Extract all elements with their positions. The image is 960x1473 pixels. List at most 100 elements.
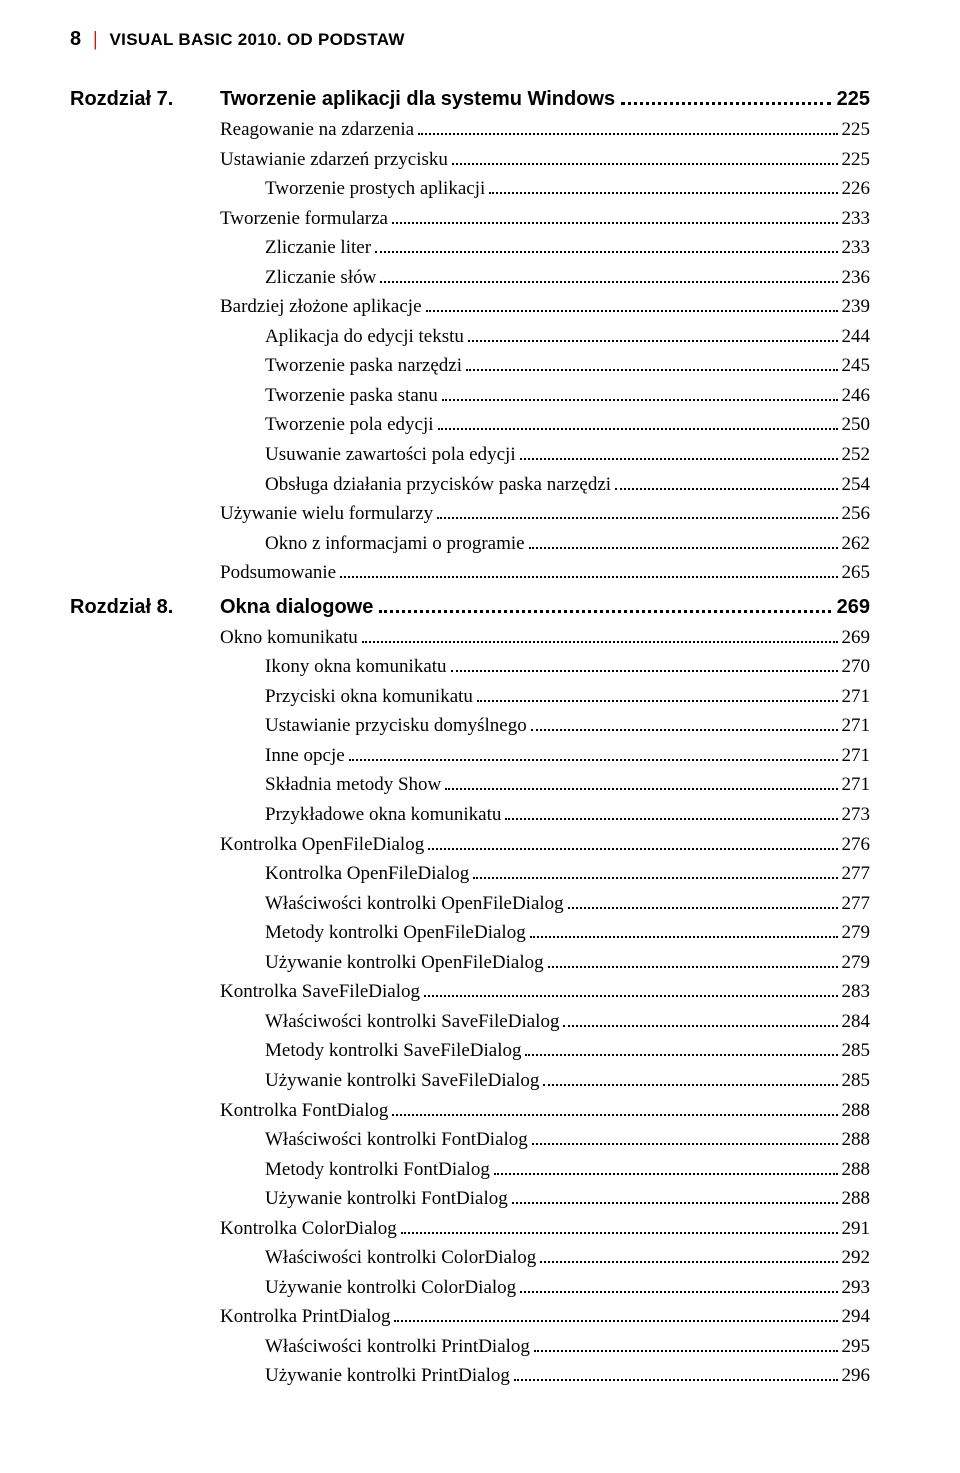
toc-entry-page: 292 <box>842 1244 871 1272</box>
chapter-title: Okna dialogowe <box>220 593 373 622</box>
toc-entry: Zliczanie liter233 <box>265 234 870 262</box>
toc-entry-page: 233 <box>842 205 871 233</box>
toc-entry-page: 246 <box>842 382 871 410</box>
toc-entry-text: Ustawianie zdarzeń przycisku <box>220 146 448 174</box>
toc-entry-text: Kontrolka OpenFileDialog <box>265 860 469 888</box>
toc-entry-page: 273 <box>842 801 871 829</box>
toc-entry-page: 288 <box>842 1126 871 1154</box>
leader-dots <box>451 655 838 672</box>
toc-entry: Przykładowe okna komunikatu 273 <box>265 801 870 829</box>
toc-entry-page: 279 <box>842 949 871 977</box>
toc-entry-text: Używanie kontrolki PrintDialog <box>265 1362 510 1390</box>
header-separator-icon: | <box>91 28 99 51</box>
toc-entry: Metody kontrolki OpenFileDialog279 <box>265 919 870 947</box>
toc-entry-text: Przykładowe okna komunikatu <box>265 801 501 829</box>
leader-dots <box>543 1069 837 1086</box>
leader-dots <box>505 803 837 820</box>
leader-dots <box>452 147 838 164</box>
toc-entry-text: Ikony okna komunikatu <box>265 653 447 681</box>
toc-entry: Właściwości kontrolki FontDialog 288 <box>265 1126 870 1154</box>
toc-entry: Właściwości kontrolki PrintDialog295 <box>265 1333 870 1361</box>
leader-dots <box>615 472 837 489</box>
book-title: VISUAL BASIC 2010. OD PODSTAW <box>110 30 405 50</box>
toc-entry-text: Używanie kontrolki SaveFileDialog <box>265 1067 539 1095</box>
toc-entry: Właściwości kontrolki OpenFileDialog277 <box>265 890 870 918</box>
leader-dots <box>466 354 837 371</box>
toc-entry-text: Tworzenie pola edycji <box>265 411 434 439</box>
toc-entry: Właściwości kontrolki SaveFileDialog 284 <box>265 1008 870 1036</box>
toc-entry: Składnia metody Show271 <box>265 771 870 799</box>
toc-entry-page: 271 <box>842 683 871 711</box>
leader-dots <box>530 921 838 938</box>
toc-entry-text: Kontrolka PrintDialog <box>220 1303 390 1331</box>
leader-dots <box>379 594 830 613</box>
leader-dots <box>489 177 837 194</box>
toc-entry-page: 252 <box>842 441 871 469</box>
toc-entry: Tworzenie paska narzędzi245 <box>265 352 870 380</box>
toc-entry-page: 285 <box>842 1067 871 1095</box>
toc-entry: Tworzenie paska stanu246 <box>265 382 870 410</box>
toc-entry: Kontrolka OpenFileDialog277 <box>265 860 870 888</box>
toc-entry-page: 284 <box>842 1008 871 1036</box>
toc-entry: Tworzenie prostych aplikacji226 <box>265 175 870 203</box>
toc-entry-page: 271 <box>842 742 871 770</box>
toc-entry-text: Obsługa działania przycisków paska narzę… <box>265 471 611 499</box>
toc-entry-page: 225 <box>842 116 871 144</box>
leader-dots <box>531 714 838 731</box>
table-of-contents: Rozdział 7.Tworzenie aplikacji dla syste… <box>70 85 870 1390</box>
leader-dots <box>418 118 837 135</box>
toc-entry-text: Właściwości kontrolki PrintDialog <box>265 1333 530 1361</box>
leader-dots <box>426 295 838 312</box>
toc-entry: Kontrolka FontDialog288 <box>220 1097 870 1125</box>
chapter-title: Tworzenie aplikacji dla systemu Windows <box>220 85 615 114</box>
leader-dots <box>437 502 837 519</box>
running-head: 8 | VISUAL BASIC 2010. OD PODSTAW <box>70 28 870 51</box>
toc-entry: Ustawianie zdarzeń przycisku 225 <box>220 146 870 174</box>
leader-dots <box>540 1246 837 1263</box>
toc-entry-page: 271 <box>842 771 871 799</box>
toc-entry: Kontrolka PrintDialog 294 <box>220 1303 870 1331</box>
leader-dots <box>514 1364 838 1381</box>
toc-entry-text: Aplikacja do edycji tekstu <box>265 323 464 351</box>
toc-entry-page: 254 <box>842 471 871 499</box>
toc-entry-text: Właściwości kontrolki FontDialog <box>265 1126 528 1154</box>
toc-entry: Ustawianie przycisku domyślnego271 <box>265 712 870 740</box>
leader-dots <box>401 1217 838 1234</box>
toc-entry-page: 294 <box>842 1303 871 1331</box>
toc-entry-page: 225 <box>842 146 871 174</box>
toc-entry: Właściwości kontrolki ColorDialog 292 <box>265 1244 870 1272</box>
toc-entry-page: 291 <box>842 1215 871 1243</box>
toc-entry: Używanie kontrolki SaveFileDialog 285 <box>265 1067 870 1095</box>
toc-entry-page: 262 <box>842 530 871 558</box>
toc-entry: Tworzenie pola edycji250 <box>265 411 870 439</box>
toc-entry-text: Metody kontrolki FontDialog <box>265 1156 490 1184</box>
toc-entry-text: Ustawianie przycisku domyślnego <box>265 712 527 740</box>
toc-entry-text: Usuwanie zawartości pola edycji <box>265 441 516 469</box>
toc-entry: Usuwanie zawartości pola edycji 252 <box>265 441 870 469</box>
toc-entry-text: Tworzenie paska narzędzi <box>265 352 462 380</box>
toc-entry-text: Kontrolka ColorDialog <box>220 1215 397 1243</box>
toc-entry: Obsługa działania przycisków paska narzę… <box>265 471 870 499</box>
toc-entry: Kontrolka SaveFileDialog283 <box>220 978 870 1006</box>
toc-entry: Używanie wielu formularzy256 <box>220 500 870 528</box>
toc-entry-text: Tworzenie prostych aplikacji <box>265 175 485 203</box>
toc-entry-page: 270 <box>842 653 871 681</box>
toc-entry: Podsumowanie265 <box>220 559 870 587</box>
toc-entry-text: Zliczanie słów <box>265 264 376 292</box>
leader-dots <box>392 1098 837 1115</box>
chapter-heading: Rozdział 8.Okna dialogowe269 <box>70 593 870 622</box>
leader-dots <box>563 1010 837 1027</box>
toc-entry-text: Używanie kontrolki OpenFileDialog <box>265 949 544 977</box>
toc-entry-page: 236 <box>842 264 871 292</box>
toc-entry-text: Okno komunikatu <box>220 624 358 652</box>
toc-entry: Okno komunikatu269 <box>220 624 870 652</box>
toc-entry: Inne opcje271 <box>265 742 870 770</box>
toc-entry: Używanie kontrolki PrintDialog296 <box>265 1362 870 1390</box>
toc-entry-page: 283 <box>842 978 871 1006</box>
page-container: 8 | VISUAL BASIC 2010. OD PODSTAW Rozdzi… <box>0 0 960 1473</box>
toc-entry-text: Reagowanie na zdarzenia <box>220 116 414 144</box>
toc-entry: Metody kontrolki SaveFileDialog285 <box>265 1037 870 1065</box>
toc-entry-text: Właściwości kontrolki ColorDialog <box>265 1244 536 1272</box>
toc-entry-text: Właściwości kontrolki SaveFileDialog <box>265 1008 559 1036</box>
leader-dots <box>445 773 837 790</box>
